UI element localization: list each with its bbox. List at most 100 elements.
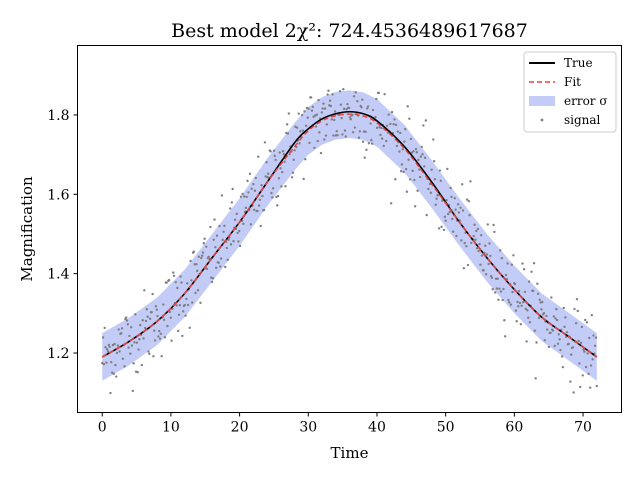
signal-point <box>129 352 132 355</box>
signal-point <box>284 185 287 188</box>
signal-point <box>307 107 310 110</box>
signal-point <box>514 309 518 312</box>
signal-point <box>371 142 374 145</box>
signal-point <box>420 145 423 149</box>
signal-point <box>380 137 384 140</box>
signal-point <box>179 275 182 278</box>
signal-point <box>205 267 209 271</box>
legend-label-signal: signal <box>564 113 601 127</box>
signal-point <box>257 204 261 207</box>
signal-point <box>476 227 480 231</box>
signal-point <box>174 280 177 284</box>
signal-point <box>339 103 343 106</box>
signal-point <box>575 297 579 301</box>
signal-point <box>272 149 276 152</box>
signal-point <box>546 328 549 331</box>
signal-point <box>479 234 483 237</box>
signal-point <box>219 257 223 260</box>
signal-point <box>221 238 224 242</box>
signal-point <box>438 169 442 172</box>
signal-point <box>203 237 206 240</box>
signal-point <box>444 219 447 222</box>
x-tick-label: 0 <box>98 420 107 436</box>
signal-point <box>468 213 471 217</box>
signal-point <box>245 195 248 199</box>
signal-point <box>455 234 458 238</box>
signal-point <box>560 355 564 358</box>
signal-point <box>175 304 178 307</box>
signal-point <box>435 197 438 200</box>
signal-point <box>485 253 489 256</box>
signal-point <box>178 304 182 307</box>
signal-point <box>125 319 129 322</box>
signal-point <box>440 225 443 229</box>
signal-point <box>292 158 295 161</box>
signal-point <box>450 195 453 199</box>
x-tick-label: 40 <box>368 420 386 436</box>
signal-point <box>304 124 308 128</box>
signal-point <box>437 227 441 230</box>
signal-point <box>585 321 589 324</box>
signal-point <box>172 274 176 278</box>
signal-point <box>236 231 239 235</box>
signal-point <box>487 262 490 266</box>
signal-point <box>416 189 419 192</box>
signal-point <box>469 180 472 183</box>
signal-point <box>283 160 286 163</box>
signal-point <box>491 288 494 291</box>
signal-point <box>492 223 495 227</box>
signal-point <box>451 217 454 221</box>
signal-point <box>501 298 504 302</box>
legend: True Fit error σ signal <box>523 51 617 133</box>
signal-point <box>151 292 154 296</box>
signal-point <box>200 256 203 260</box>
signal-point <box>197 255 201 258</box>
signal-point <box>409 137 413 141</box>
signal-point <box>593 344 597 348</box>
signal-point <box>202 242 205 245</box>
signal-point <box>341 133 344 136</box>
signal-point <box>520 304 523 308</box>
signal-point <box>383 92 386 96</box>
signal-point <box>325 123 328 126</box>
signal-point <box>425 213 428 217</box>
signal-point <box>135 341 139 344</box>
signal-point <box>107 343 111 347</box>
x-tick-label: 20 <box>231 420 249 436</box>
signal-point <box>418 175 422 179</box>
signal-point <box>369 122 372 125</box>
signal-point <box>414 147 418 151</box>
signal-point <box>525 340 528 343</box>
signal-point <box>244 206 248 210</box>
signal-point <box>446 212 450 216</box>
signal-point <box>237 240 240 243</box>
signal-point <box>530 270 533 273</box>
signal-point <box>152 355 155 358</box>
signal-point <box>330 118 333 121</box>
signal-point <box>375 97 378 101</box>
signal-point <box>563 325 566 329</box>
signal-point <box>551 329 555 332</box>
signal-point <box>371 108 375 112</box>
signal-point <box>392 123 395 126</box>
signal-point <box>555 318 559 322</box>
signal-point <box>508 301 511 304</box>
x-tick-label: 50 <box>437 420 455 436</box>
signal-point <box>218 224 221 228</box>
signal-point <box>219 265 222 268</box>
signal-point <box>517 305 520 308</box>
signal-point <box>569 380 572 383</box>
signal-point <box>580 325 584 329</box>
signal-point <box>116 344 120 347</box>
signal-point <box>162 318 166 322</box>
signal-point <box>495 287 499 290</box>
signal-point <box>282 153 286 156</box>
signal-point <box>500 256 504 260</box>
signal-point <box>404 128 407 131</box>
signal-point <box>276 204 279 207</box>
signal-point <box>230 201 234 204</box>
signal-point <box>489 254 492 258</box>
signal-point <box>477 249 480 253</box>
signal-point <box>588 386 592 389</box>
signal-point <box>352 95 356 98</box>
